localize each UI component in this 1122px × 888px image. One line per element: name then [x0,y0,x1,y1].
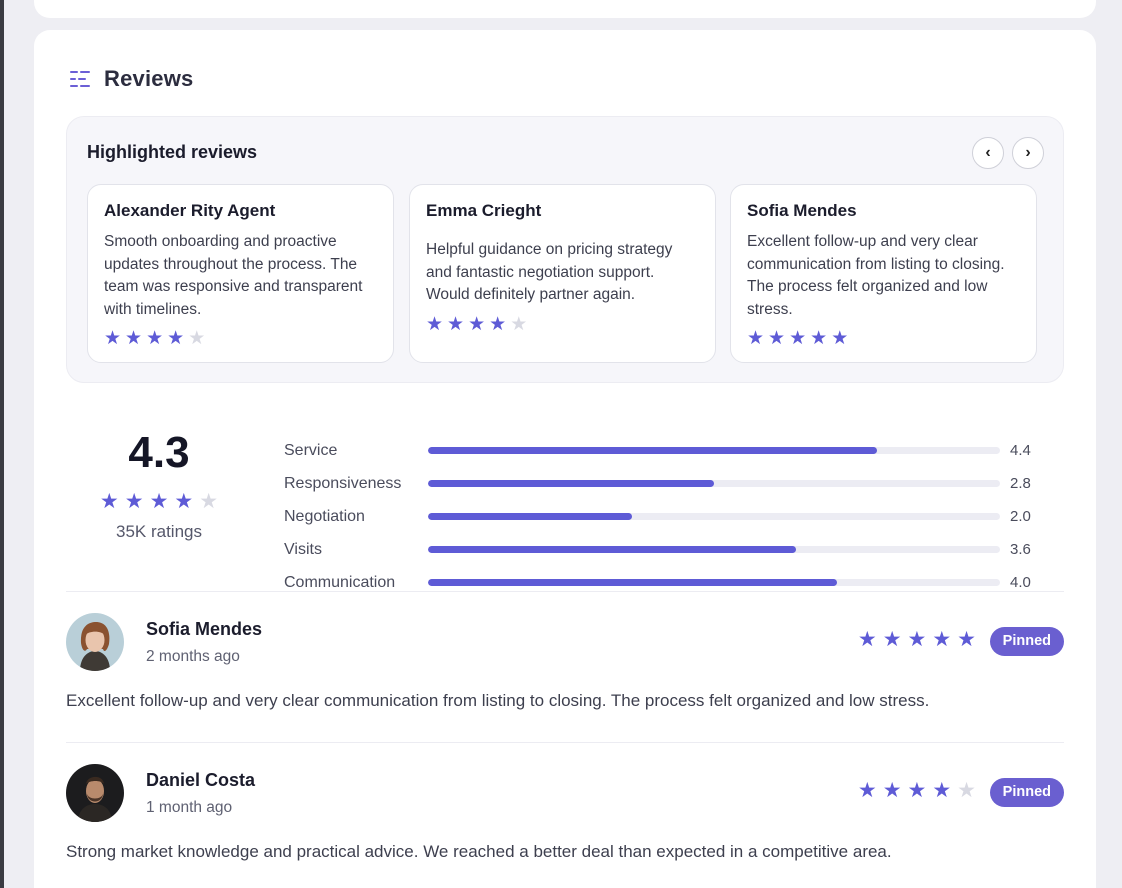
review-time: 1 month ago [146,799,233,816]
star-empty-icon: ★ [957,779,976,802]
star-rating: ★ ★ ★ ★ ★ [747,329,1020,349]
highlight-reviewer-name: Alexander Rity Agent [104,201,276,220]
category-row-responsiveness: Responsiveness 2.8 [284,473,1064,506]
category-label: Negotiation [284,508,365,525]
reviewer-name: Daniel Costa [146,770,256,790]
highlighted-reviews: Highlighted reviews ‹ › Alexander Rity A… [66,116,1064,383]
highlight-review-text: Helpful guidance on pricing strategy and… [426,241,673,303]
star-filled-icon: ★ [768,328,786,349]
star-filled-icon: ★ [167,328,185,349]
star-empty-icon: ★ [188,328,206,349]
star-filled-icon: ★ [932,779,952,802]
star-filled-icon: ★ [124,490,144,513]
star-filled-icon: ★ [957,628,976,651]
category-row-visits: Visits 3.6 [284,539,1064,572]
highlighted-reviews-title: Highlighted reviews [87,142,258,162]
review-text: Strong market knowledge and practical ad… [66,842,892,861]
star-filled-icon: ★ [426,313,444,335]
pinned-badge: Pinned [989,627,1064,656]
category-value: 3.6 [1010,541,1031,558]
category-value: 4.4 [1010,442,1031,459]
star-filled-icon: ★ [104,328,122,349]
star-filled-icon: ★ [882,779,902,802]
star-filled-icon: ★ [907,628,927,651]
reviews-header: Reviews [68,66,193,92]
category-value: 2.0 [1010,508,1031,525]
star-filled-icon: ★ [125,328,143,349]
star-filled-icon: ★ [932,628,952,651]
previous-section-card [34,0,1096,18]
rating-bar [428,447,1000,454]
star-filled-icon: ★ [174,490,194,513]
highlight-review-text: Excellent follow-up and very clear commu… [747,233,1005,318]
star-filled-icon: ★ [747,328,765,349]
category-label: Responsiveness [284,475,402,492]
avatar [66,764,124,822]
star-filled-icon: ★ [447,313,465,335]
rating-bar [428,546,1000,553]
rating-bar-fill [428,513,633,520]
highlight-card[interactable]: Sofia Mendes Excellent follow-up and ver… [730,184,1037,363]
rating-bar [428,480,1000,487]
overall-score: 4.3 [128,428,190,477]
star-rating: ★ ★ ★ ★ ★ [426,313,699,335]
rating-bar-fill [428,579,837,586]
star-filled-icon: ★ [882,628,902,651]
highlight-reviewer-name: Sofia Mendes [747,201,857,220]
category-label: Service [284,442,338,459]
ratings-count: 35K ratings [116,522,202,541]
highlight-card[interactable]: Emma Crieght Helpful guidance on pricing… [409,184,716,363]
rating-bar-fill [428,480,714,487]
avatar [66,613,124,671]
overall-star-rating: ★ ★ ★ ★ ★ [74,490,244,513]
star-filled-icon: ★ [789,328,807,349]
category-value: 2.8 [1010,475,1031,492]
pinned-badge: Pinned [989,778,1064,807]
star-empty-icon: ★ [199,490,219,513]
review-star-rating: ★ ★ ★ ★ ★ [857,779,976,802]
carousel-next-button[interactable]: › [1012,137,1044,169]
highlight-review-text: Smooth onboarding and proactive updates … [104,233,363,318]
star-empty-icon: ★ [510,313,528,335]
section-title: Reviews [104,66,194,91]
category-label: Visits [284,541,322,558]
category-ratings: Service 4.4 Responsiveness 2.8 Negotiati… [284,440,1064,605]
highlight-card[interactable]: Alexander Rity Agent Smooth onboarding a… [87,184,394,363]
review-text: Excellent follow-up and very clear commu… [66,691,930,710]
star-filled-icon: ★ [907,779,927,802]
category-row-communication: Communication 4.0 [284,572,1064,605]
category-value: 4.0 [1010,574,1031,591]
star-filled-icon: ★ [99,490,119,513]
star-rating: ★ ★ ★ ★ ★ [104,329,377,349]
star-filled-icon: ★ [468,313,486,335]
overall-rating: 4.3 ★ ★ ★ ★ ★ 35K ratings [74,428,244,542]
review-star-rating: ★ ★ ★ ★ ★ [857,628,976,651]
category-row-negotiation: Negotiation 2.0 [284,506,1064,539]
rating-bar-fill [428,447,878,454]
divider [66,591,1064,592]
star-filled-icon: ★ [489,313,507,335]
divider [66,742,1064,743]
reviewer-name: Sofia Mendes [146,619,263,639]
star-filled-icon: ★ [149,490,169,513]
rating-bar-fill [428,546,796,553]
rating-bar [428,579,1000,586]
star-filled-icon: ★ [810,328,828,349]
reviews-card: Reviews Highlighted reviews ‹ › Alexande… [34,30,1096,888]
star-filled-icon: ★ [857,779,877,802]
window-edge [0,0,4,888]
star-filled-icon: ★ [146,328,164,349]
carousel-prev-button[interactable]: ‹ [972,137,1004,169]
star-filled-icon: ★ [857,628,877,651]
category-row-service: Service 4.4 [284,440,1064,473]
star-filled-icon: ★ [831,328,849,349]
highlight-reviewer-name: Emma Crieght [426,201,542,220]
category-label: Communication [284,574,396,591]
list-indent-icon [68,69,92,89]
review-time: 2 months ago [146,648,240,665]
rating-bar [428,513,1000,520]
